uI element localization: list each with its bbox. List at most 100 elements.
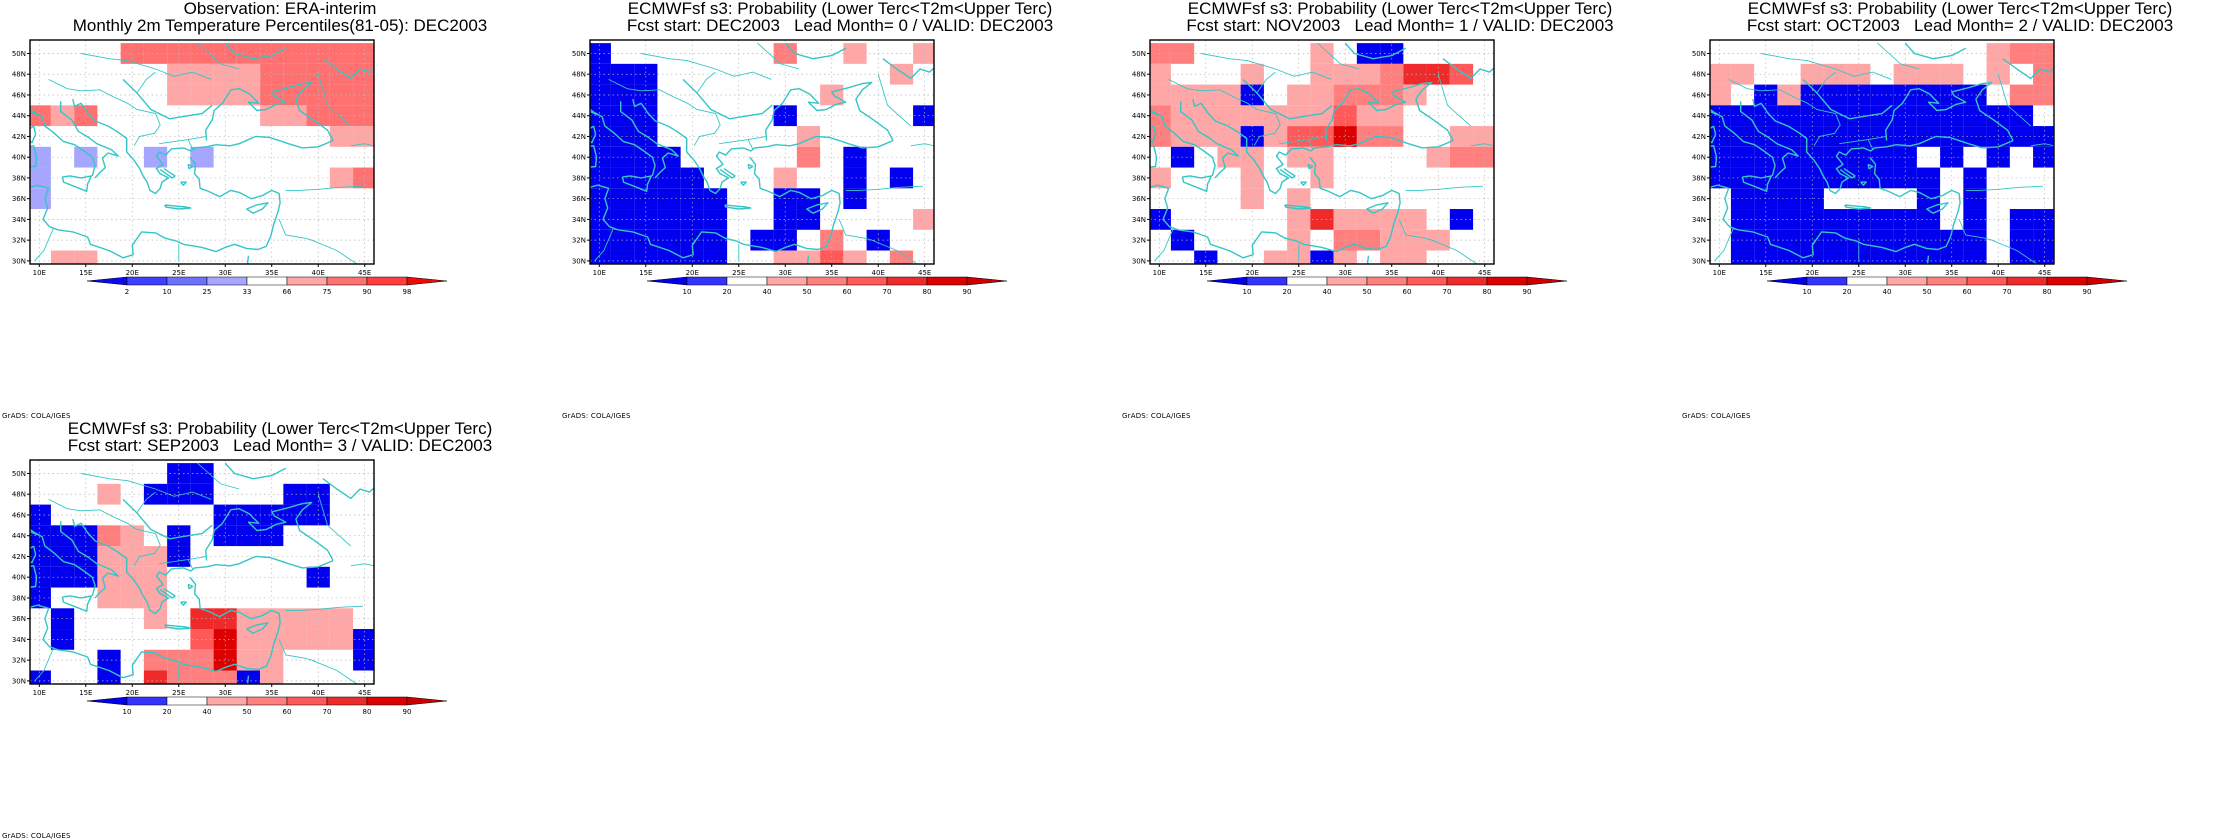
colorbar-segment [166,276,208,286]
lat-tick-label: 44N [12,532,26,540]
grid-cell [143,608,168,630]
grid-cell [1754,167,1778,189]
grads-credit: GrADS: COLA/IGES [2,832,71,840]
coastlines [590,42,934,264]
grid-cell [1403,229,1427,251]
grid-cell [657,188,681,210]
grid-cell [97,546,121,567]
border-line [1405,185,1483,191]
coastline [30,145,38,168]
grid-cell [1823,250,1848,264]
border-line [1253,113,1281,147]
grid-cell [1333,63,1357,85]
coastline [60,521,120,599]
lon-tick-label: 30E [219,689,232,697]
shaded-cells [1150,43,1494,264]
title-line-1: ECMWFsf s3: Probability (Lower Terc<T2m<… [67,419,493,438]
grid-cell [889,250,914,264]
lon-tick-label: 30E [1899,269,1912,277]
grid-cell [1893,126,1917,147]
lon-tick-label: 35E [1945,269,1958,277]
borders [34,462,374,684]
colorbar-arrow-high [2086,276,2128,286]
border-line [719,135,767,145]
panel-lead-month-2: ECMWFsf s3: Probability (Lower Terc<T2m<… [1680,0,2240,420]
border-line [159,135,207,145]
map-plot: 10E 15E 20E 25E 30E 35E 40E 45E 30N 32N 34N 36N 38N 4… [572,39,1008,296]
axis-labels: 10E 15E 20E 25E 30E 35E 40E 45E 30N 32N 34N 36N 38N 4… [1692,50,2052,277]
coastline [1884,81,2014,141]
lat-tick-label: 36N [1692,195,1706,203]
lon-tick-label: 45E [918,269,931,277]
border-line [133,113,161,147]
lat-tick-label: 30N [1692,257,1706,265]
coastline [1150,145,1158,168]
colorbar-arrow-low [646,276,688,286]
coastline [1926,255,1930,264]
border-line [845,185,923,191]
colorbar-segment [886,276,928,286]
grid-cell [1916,167,1941,189]
colorbar-label: 40 [1883,288,1892,296]
coastline [204,81,334,141]
coastline [383,520,404,570]
lat-tick-label: 38N [572,174,586,182]
lon-tick-label: 35E [1385,269,1398,277]
border-line [747,139,754,150]
grid-cell [1333,209,1357,230]
coastline [1442,58,1494,80]
coastline [1904,42,1967,60]
lat-tick-label: 38N [1692,174,1706,182]
grid-cell [657,209,681,230]
lon-tick-label: 10E [1713,269,1726,277]
grid-cell [1916,188,1941,210]
lat-tick-label: 44N [1692,112,1706,120]
lon-tick-label: 20E [126,689,139,697]
border-line [693,113,721,147]
colorbar-arrow-low [86,276,128,286]
border-line [197,42,240,70]
colorbar-segment [206,276,248,286]
colorbar-label: 20 [723,288,732,296]
colorbar-label: 70 [883,288,892,296]
border-line [1317,42,1360,70]
border-line [1279,135,1327,145]
coastline [30,528,39,536]
coastline [806,202,829,214]
lat-tick-label: 44N [572,112,586,120]
coastline [1867,163,1874,170]
lat-tick-label: 30N [1132,257,1146,265]
grid-cell [1403,63,1427,85]
panel-title: Observation: ERA-interim Monthly 2m Temp… [0,0,560,34]
lat-tick-label: 34N [572,216,586,224]
coastline [224,42,287,60]
coastline [30,125,37,144]
colorbar-label: 20 [163,708,172,716]
grid-cell [703,250,728,264]
grid-cell [843,43,867,64]
coastline [1740,101,1800,179]
grid-cell [657,167,681,189]
colorbar-segment [2046,276,2088,286]
grid-cell [1380,126,1404,147]
grid-cell [1800,63,1824,85]
lat-tick-label: 34N [12,216,26,224]
colorbar-segment [766,276,808,286]
lat-tick-label: 48N [12,491,26,499]
colorbar-segment [246,276,288,286]
grid-cell [634,167,658,189]
grid-cell [1823,229,1848,251]
grads-credit: GrADS: COLA/IGES [1682,412,1751,420]
coastline [621,175,653,193]
lat-tick-label: 40N [12,154,26,162]
colorbar-label: 60 [283,708,292,716]
border-line [48,78,156,115]
border-line [34,228,54,262]
lon-tick-label: 30E [219,269,232,277]
colorbar-arrow-low [86,696,128,706]
coastline [1503,100,1524,150]
plot-frame [1709,39,2055,265]
border-line [278,219,358,264]
colorbar-label: 10 [1243,288,1252,296]
grid-cell [703,209,728,230]
